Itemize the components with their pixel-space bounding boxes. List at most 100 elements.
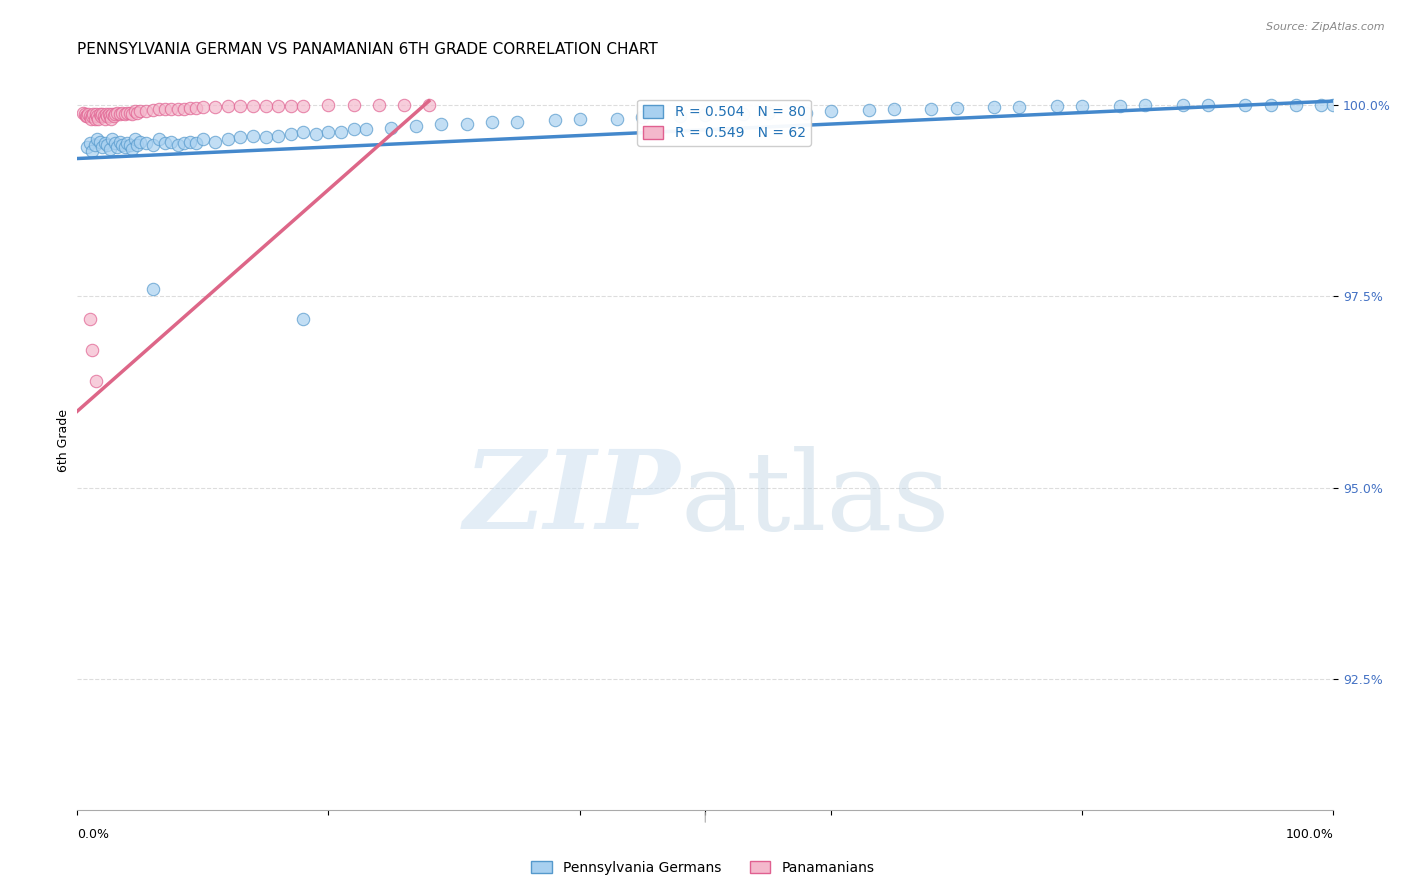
Point (1197, 98, 1219, 112)
Point (79, 312, 101, 326)
Point (568, 112, 591, 126)
Point (292, 98, 315, 112)
Point (186, 101, 208, 115)
Point (105, 140, 128, 154)
Point (111, 105, 134, 120)
Text: ZIP: ZIP (464, 445, 681, 553)
Point (135, 136, 157, 151)
Point (342, 122, 364, 136)
Point (1309, 98, 1331, 112)
Point (100, 112, 122, 126)
Point (97, 107, 120, 121)
Point (79, 109, 101, 123)
Point (86, 132, 108, 146)
Point (114, 140, 136, 154)
Point (1322, 98, 1344, 112)
Point (141, 103, 163, 118)
Point (117, 105, 139, 120)
Point (114, 107, 136, 121)
Point (117, 136, 139, 151)
Point (229, 99, 252, 113)
Point (1285, 98, 1308, 112)
Point (148, 103, 170, 117)
Point (80, 112, 103, 126)
Point (90, 109, 112, 123)
Point (82, 107, 104, 121)
Point (104, 107, 127, 121)
Point (242, 98, 264, 112)
Point (329, 125, 352, 139)
Point (945, 101, 967, 115)
Point (1008, 100, 1031, 114)
Point (229, 130, 252, 145)
Point (72, 105, 94, 120)
Point (204, 135, 226, 149)
Point (173, 102, 195, 116)
Point (1171, 98, 1194, 112)
Point (118, 137, 141, 152)
Point (983, 100, 1005, 114)
Point (89, 135, 111, 149)
Point (405, 120, 427, 134)
Point (141, 282, 163, 296)
Point (1071, 98, 1094, 112)
Text: 100.0%: 100.0% (1285, 828, 1333, 841)
Point (858, 103, 880, 118)
Point (1234, 98, 1257, 112)
Point (217, 99, 239, 113)
Point (430, 117, 453, 131)
Point (731, 107, 754, 121)
Point (186, 136, 208, 151)
Point (543, 113, 565, 128)
Point (173, 136, 195, 151)
Point (141, 137, 163, 152)
Point (91, 107, 114, 121)
Point (98, 109, 121, 123)
Point (75, 109, 97, 123)
Point (121, 107, 143, 121)
Point (166, 102, 188, 116)
Point (217, 132, 239, 146)
Point (418, 98, 440, 112)
Point (1260, 98, 1282, 112)
Point (794, 105, 817, 120)
Point (280, 98, 302, 112)
Point (318, 98, 340, 112)
Point (94, 112, 117, 126)
Point (127, 105, 149, 120)
Point (76, 109, 98, 123)
Point (153, 136, 176, 151)
Point (124, 132, 146, 146)
Point (367, 98, 389, 112)
Point (111, 137, 134, 152)
Point (380, 120, 402, 135)
Point (292, 312, 315, 326)
Point (695, 108, 717, 122)
Point (883, 103, 905, 117)
Point (191, 100, 214, 114)
Point (84, 374, 107, 388)
Point (179, 101, 201, 115)
Point (280, 127, 302, 141)
Point (166, 137, 188, 152)
Point (254, 98, 277, 112)
Point (103, 109, 125, 123)
Point (101, 107, 124, 121)
Point (91, 140, 114, 154)
Point (101, 132, 124, 146)
Point (87, 112, 110, 126)
Point (204, 100, 226, 114)
Point (89, 107, 111, 121)
Point (79, 136, 101, 151)
Point (118, 105, 141, 120)
Point (76, 140, 98, 154)
Point (84, 107, 107, 121)
Point (920, 102, 942, 116)
Point (108, 135, 131, 149)
Point (121, 142, 143, 156)
Point (305, 127, 328, 141)
Point (292, 125, 315, 139)
Point (108, 107, 131, 121)
Point (254, 130, 277, 145)
Point (606, 112, 628, 126)
